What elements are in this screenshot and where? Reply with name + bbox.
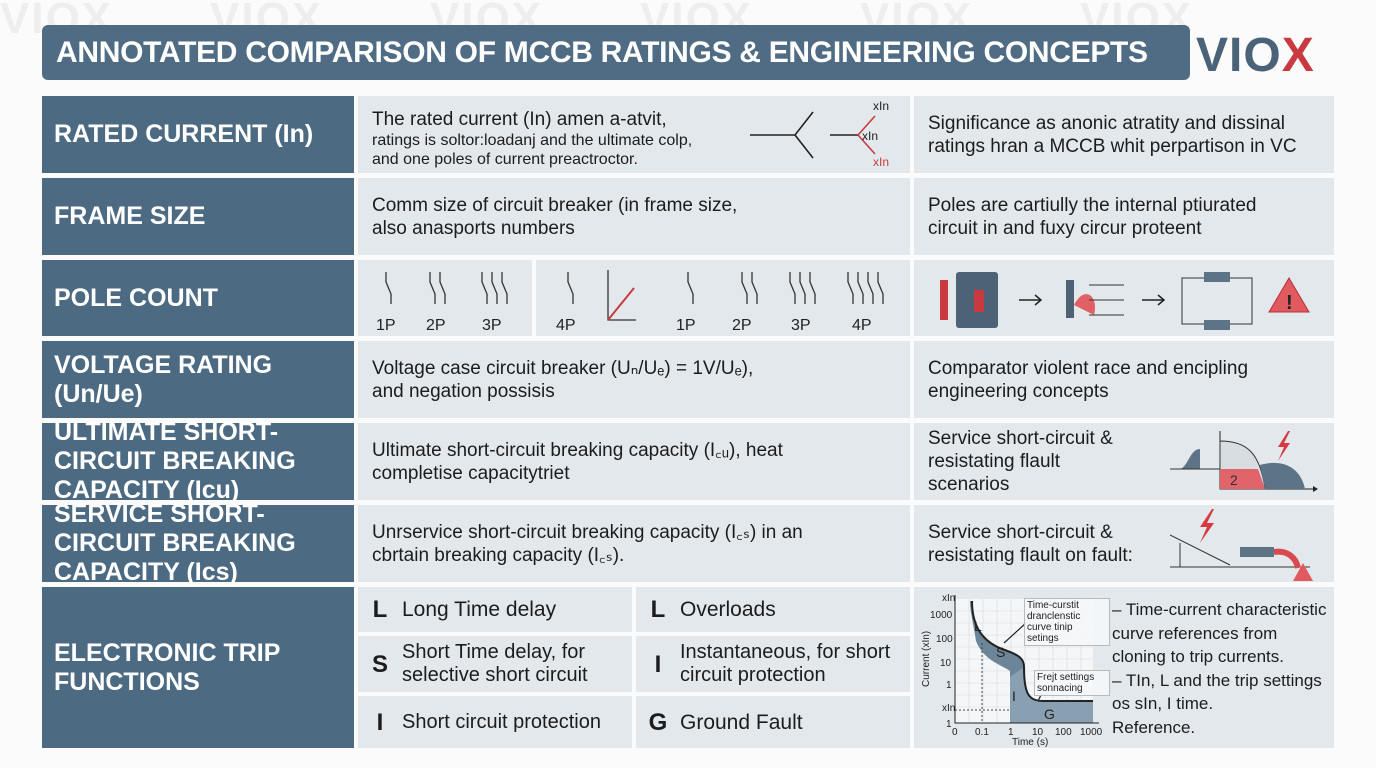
breaker-trip-sequence-diagram: ! bbox=[940, 272, 1310, 330]
x-tick: 10 bbox=[1032, 727, 1044, 738]
trip-curve-notes: – Time-current characteristic curve refe… bbox=[1112, 598, 1332, 739]
diagram-label: xIn bbox=[862, 129, 878, 143]
function-text: Short circuit protection bbox=[402, 710, 601, 733]
x-axis-label: Time (s) bbox=[1012, 737, 1048, 748]
x-tick: 0.1 bbox=[975, 727, 989, 738]
y-tick: xIn bbox=[942, 593, 955, 604]
current-vector-diagram: xIn xIn xIn bbox=[750, 100, 889, 169]
desc-rest: ratings is soltor:loadanj and the ultima… bbox=[372, 132, 693, 168]
function-letter: S bbox=[371, 650, 388, 678]
label-trip-functions: ELECTRONIC TRIP FUNCTIONS bbox=[42, 587, 354, 748]
desc-line: The rated current (In) amen a-atvit, bbox=[372, 109, 667, 130]
pole-label: 1P bbox=[676, 317, 696, 334]
label-voltage-rating: VOLTAGE RATING (Un/Ue) bbox=[42, 341, 354, 418]
trip-function-item[interactable]: G Ground Fault bbox=[636, 696, 910, 748]
label-icu: ULTIMATE SHORT-CIRCUIT BREAKING CAPACITY… bbox=[42, 418, 354, 504]
diagram-label: xIn bbox=[873, 100, 889, 113]
trip-function-item[interactable]: L Overloads bbox=[636, 587, 910, 632]
pole-diagrams: 1P 2P 3P 4P 1P 2P 3P 4P bbox=[376, 270, 884, 334]
zone-label: S bbox=[996, 644, 1005, 660]
pole-label: 4P bbox=[556, 317, 576, 334]
label-ics: SERVICE SHORT-CIRCUIT BREAKING CAPACITY … bbox=[42, 500, 354, 586]
icu-desc: Ultimate short-circuit breaking capacity… bbox=[358, 423, 910, 500]
note-line: – TIn, L and the trip settings os sIn, I… bbox=[1112, 670, 1322, 714]
pole-label: 2P bbox=[426, 317, 446, 334]
rated-current-desc: The rated current (In) amen a-atvit, rat… bbox=[358, 96, 910, 173]
y-tick: 1000 bbox=[930, 610, 953, 621]
ics-desc: Unrservice short-circuit breaking capaci… bbox=[358, 505, 910, 582]
pole-label: 1P bbox=[376, 317, 396, 334]
function-text: Short Time delay, for selective short ci… bbox=[402, 641, 588, 686]
curve-annotation: Time-curstit dranclenstic curve tinip se… bbox=[1024, 598, 1110, 646]
rated-current-note: Significance as anonic atratity and diss… bbox=[914, 96, 1334, 173]
ics-note: Service short-circuit & resistating flau… bbox=[914, 505, 1334, 582]
x-tick: 0 bbox=[952, 727, 958, 738]
pole-label: 4P bbox=[852, 317, 872, 334]
y-tick: 10 bbox=[940, 658, 952, 669]
y-axis-label: Current (xIn) bbox=[921, 631, 932, 687]
x-tick: 1 bbox=[1008, 727, 1014, 738]
curve-annotation: Frejt settings sonnacing bbox=[1034, 670, 1110, 696]
trip-function-item[interactable]: I Short circuit protection bbox=[358, 696, 632, 748]
function-letter: G bbox=[648, 708, 668, 736]
pole-label: 3P bbox=[482, 317, 502, 334]
note-line: – Time-current characteristic curve refe… bbox=[1112, 600, 1327, 666]
voltage-desc: Voltage case circuit breaker (Uₙ/Uₑ) = 1… bbox=[358, 341, 910, 418]
label-rated-current: RATED CURRENT (In) bbox=[42, 96, 354, 173]
zone-label: G bbox=[1044, 706, 1055, 722]
function-text: Instantaneous, for short circuit protect… bbox=[680, 641, 891, 686]
note-line: Reference. bbox=[1112, 717, 1196, 737]
y-tick: 100 bbox=[936, 634, 953, 645]
trip-function-item[interactable]: S Short Time delay, for selective short c… bbox=[358, 636, 632, 692]
function-letter: L bbox=[650, 596, 666, 623]
frame-size-note: Poles are cartiully the internal ptiurat… bbox=[914, 178, 1334, 255]
trip-function-item[interactable]: L Long Time delay bbox=[358, 587, 632, 632]
y-tick: 1 bbox=[946, 680, 952, 691]
label-frame-size: FRAME SIZE bbox=[42, 178, 354, 255]
diagram-label: xIn bbox=[873, 155, 889, 169]
voltage-note: Comparator violent race and encipling en… bbox=[914, 341, 1334, 418]
frame-size-desc: Comm size of circuit breaker (in frame s… bbox=[358, 178, 910, 255]
function-text: Long Time delay bbox=[402, 598, 557, 621]
svg-text:!: ! bbox=[1286, 292, 1293, 314]
pole-label: 2P bbox=[732, 317, 752, 334]
x-tick: 1000 bbox=[1080, 727, 1103, 738]
trip-function-item[interactable]: I Instantaneous, for short circuit protec… bbox=[636, 636, 910, 692]
fault-curve-diagram: 2 bbox=[1170, 431, 1318, 492]
function-letter: I bbox=[654, 650, 662, 678]
diagram-label: 2 bbox=[1230, 472, 1238, 488]
label-pole-count: POLE COUNT bbox=[42, 260, 354, 336]
pole-label: 3P bbox=[791, 317, 811, 334]
y-tick: 1 bbox=[946, 719, 952, 730]
zone-label: I bbox=[1012, 688, 1016, 704]
fault-event-diagram bbox=[1170, 509, 1313, 581]
function-letter: I bbox=[376, 708, 384, 736]
viox-logo: VIOX bbox=[1196, 29, 1315, 82]
function-text: Ground Fault bbox=[680, 710, 803, 734]
x-tick: 100 bbox=[1055, 727, 1072, 738]
zone-label: L bbox=[974, 618, 982, 634]
function-text: Overloads bbox=[680, 598, 776, 621]
y-tick: xIn bbox=[942, 703, 955, 714]
function-letter: L bbox=[372, 596, 388, 623]
page-title: ANNOTATED COMPARISON OF MCCB RATINGS & E… bbox=[42, 25, 1190, 80]
